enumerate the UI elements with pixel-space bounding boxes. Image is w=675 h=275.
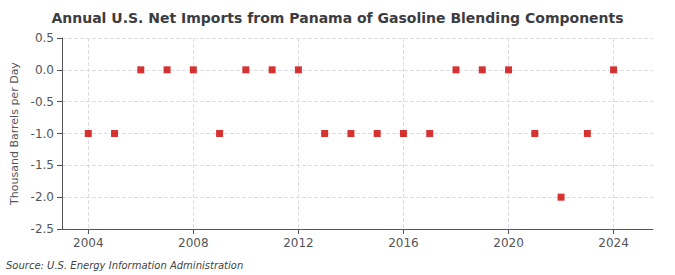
svg-text:-0.5: -0.5 — [31, 95, 54, 109]
svg-text:Annual U.S. Net Imports from P: Annual U.S. Net Imports from Panama of G… — [51, 10, 623, 26]
svg-text:2012: 2012 — [283, 236, 314, 250]
svg-text:-1.0: -1.0 — [31, 127, 54, 141]
svg-text:2004: 2004 — [73, 236, 104, 250]
svg-text:0.5: 0.5 — [35, 31, 54, 45]
svg-text:-1.5: -1.5 — [31, 158, 54, 172]
svg-text:2020: 2020 — [493, 236, 524, 250]
svg-text:Thousand Barrels per Day: Thousand Barrels per Day — [8, 62, 21, 206]
svg-text:-2.0: -2.0 — [31, 190, 54, 204]
svg-text:-2.5: -2.5 — [31, 222, 54, 236]
svg-text:2024: 2024 — [598, 236, 629, 250]
svg-text:2016: 2016 — [388, 236, 419, 250]
svg-text:Source: U.S. Energy Informatio: Source: U.S. Energy Information Administ… — [6, 260, 243, 271]
svg-text:0.0: 0.0 — [35, 63, 54, 77]
svg-text:2008: 2008 — [178, 236, 209, 250]
